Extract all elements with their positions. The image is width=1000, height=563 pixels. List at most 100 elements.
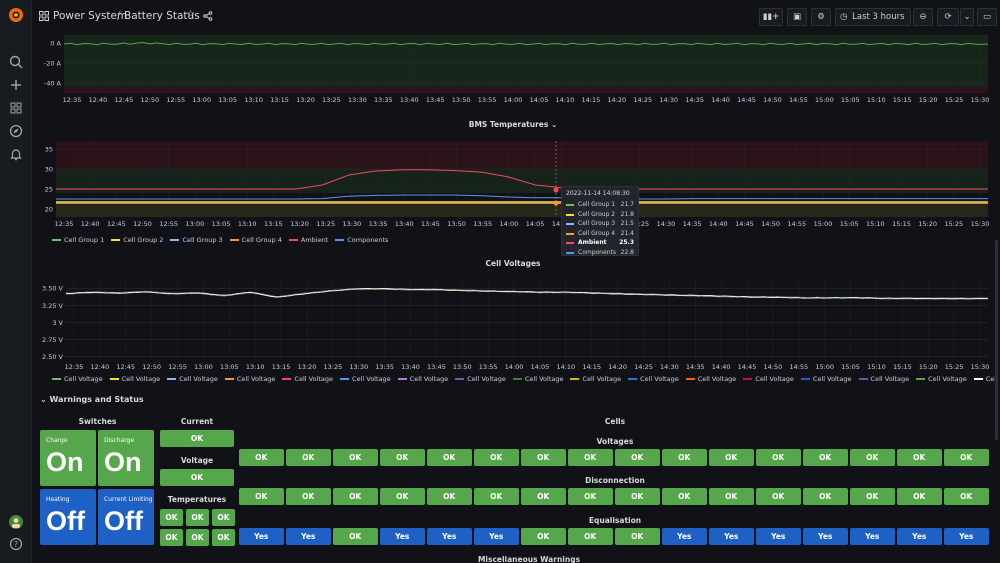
voltage-title: Voltage [180, 456, 214, 465]
x-tick-label: 12:40 [81, 220, 100, 228]
cell-status: OK [756, 488, 801, 505]
legend-item[interactable]: Cell Voltage [52, 375, 103, 383]
refresh-button[interactable]: ⟳ [937, 8, 959, 26]
switches-title: Switches [78, 417, 117, 426]
misc-warnings-title: Miscellaneous Warnings [477, 555, 581, 563]
legend-item[interactable]: Cell Voltage [743, 375, 794, 383]
cell-status: OK [521, 488, 566, 505]
x-tick-label: 14:25 [630, 220, 649, 228]
bell-icon[interactable] [8, 146, 24, 162]
legend-item[interactable]: Ambient [288, 236, 328, 244]
x-tick-label: 13:00 [192, 96, 211, 104]
scrollbar[interactable] [995, 240, 998, 440]
cell-status: OK [568, 528, 613, 545]
dashboard-settings-button[interactable]: ⚙ [811, 8, 831, 26]
zoom-out-button[interactable]: ⊖ [913, 8, 933, 26]
gear-icon: ⚙ [817, 12, 825, 22]
help-icon[interactable]: ? [8, 536, 24, 552]
tooltip-row: Cell Group 4 21.4 [566, 229, 634, 239]
tooltip-row: Ambient 25.3 [566, 238, 634, 248]
cell-status: OK [427, 449, 472, 466]
y-tick-label: 2.50 V [42, 353, 64, 361]
legend-item[interactable]: Cell Voltage [512, 375, 563, 383]
explore-icon[interactable] [8, 123, 24, 139]
cell-status: OK [333, 449, 378, 466]
tooltip-series-name: Ambient [578, 239, 607, 247]
legend-item[interactable]: Cell Voltage [858, 375, 909, 383]
legend-item[interactable]: Cell Group 2 [111, 236, 163, 244]
x-tick-label: 15:20 [919, 363, 938, 371]
legend-label: Cell Group 4 [241, 236, 282, 244]
legend-item[interactable]: Cell Voltage [224, 375, 275, 383]
legend-item[interactable]: Cell Voltage [167, 375, 218, 383]
legend-swatch [229, 239, 239, 241]
user-avatar-icon[interactable] [8, 514, 24, 530]
refresh-interval-dropdown[interactable]: ⌄ [960, 8, 974, 26]
threshold-band [64, 87, 988, 93]
x-tick-label: 13:45 [426, 96, 445, 104]
legend-swatch [170, 239, 180, 241]
legend-item[interactable]: Cell Voltage [916, 375, 967, 383]
add-panel-button[interactable]: ▮▮+ [759, 8, 783, 26]
legend-item[interactable]: Cell Voltage [340, 375, 391, 383]
x-tick-label: 14:20 [608, 363, 627, 371]
x-tick-label: 12:50 [142, 363, 161, 371]
x-tick-label: 14:10 [556, 96, 575, 104]
x-tick-label: 14:35 [685, 96, 704, 104]
x-tick-label: 12:55 [159, 220, 178, 228]
panel-title-voltages[interactable]: Cell Voltages [485, 259, 541, 268]
search-icon[interactable] [8, 54, 24, 70]
tooltip-row: Components 22.8 [566, 248, 634, 258]
legend-label: Cell Voltage [755, 375, 794, 383]
legend-item[interactable]: Cell Voltage [109, 375, 160, 383]
row-toggle-warnings[interactable]: ⌄ Warnings and Status [40, 395, 144, 404]
x-tick-label: 15:05 [841, 96, 860, 104]
save-dashboard-button[interactable]: ▣ [787, 8, 807, 26]
cell-status: OK [944, 449, 989, 466]
x-tick-label: 12:35 [65, 363, 84, 371]
dashboard-title[interactable]: Battery Status [124, 10, 200, 22]
legend-item[interactable]: Cell Voltage [685, 375, 736, 383]
star-icon[interactable]: ☆ [186, 9, 195, 20]
y-tick-label: 0 A [50, 40, 61, 48]
voltage-status: OK [160, 469, 234, 486]
legend-swatch [224, 378, 234, 380]
cell-status: OK [944, 488, 989, 505]
cell-status: OK [380, 449, 425, 466]
x-tick-label: 15:25 [945, 363, 964, 371]
breadcrumb-folder[interactable]: Power System [53, 10, 128, 22]
cell-status: OK [568, 449, 613, 466]
x-tick-label: 14:00 [500, 220, 519, 228]
legend-item[interactable]: Cell Voltage [973, 375, 1000, 383]
legend-item[interactable]: Cell Group 3 [170, 236, 223, 244]
x-tick-label: 14:15 [582, 363, 601, 371]
legend-item[interactable]: Cell Group 4 [229, 236, 282, 244]
cell-status: OK [615, 488, 660, 505]
legend-item[interactable]: Cell Group 1 [52, 236, 104, 244]
cell-status: OK [521, 528, 566, 545]
grafana-logo-icon[interactable] [7, 6, 25, 24]
share-icon[interactable] [203, 11, 213, 21]
x-tick-label: 15:30 [971, 96, 990, 104]
plus-icon[interactable] [8, 77, 24, 93]
legend-item[interactable]: Cell Voltage [800, 375, 852, 383]
legend-item[interactable]: Components [335, 236, 388, 244]
legend-item[interactable]: Cell Voltage [282, 375, 333, 383]
x-tick-label: 13:55 [479, 363, 498, 371]
legend-item[interactable]: Cell Voltage [570, 375, 621, 383]
legend-item[interactable]: Cell Voltage [628, 375, 679, 383]
current-title: Current [180, 417, 214, 426]
tooltip-row: Cell Group 1 21.7 [566, 200, 634, 210]
tv-mode-button[interactable]: ▭ [977, 8, 997, 26]
dashboards-icon[interactable] [8, 100, 24, 116]
x-tick-label: 13:40 [401, 363, 420, 371]
x-tick-label: 13:20 [290, 220, 309, 228]
legend-item[interactable]: Cell Voltage [455, 375, 506, 383]
x-tick-label: 14:05 [531, 363, 550, 371]
panel-title-temps[interactable]: BMS Temperatures ⌄ [36, 120, 990, 129]
cell-status: OK [850, 488, 895, 505]
legend-item[interactable]: Cell Voltage [397, 375, 448, 383]
legend-swatch [916, 378, 926, 380]
cell-status: OK [239, 488, 284, 505]
time-range-picker[interactable]: ◷ Last 3 hours ⌄ [835, 8, 918, 26]
